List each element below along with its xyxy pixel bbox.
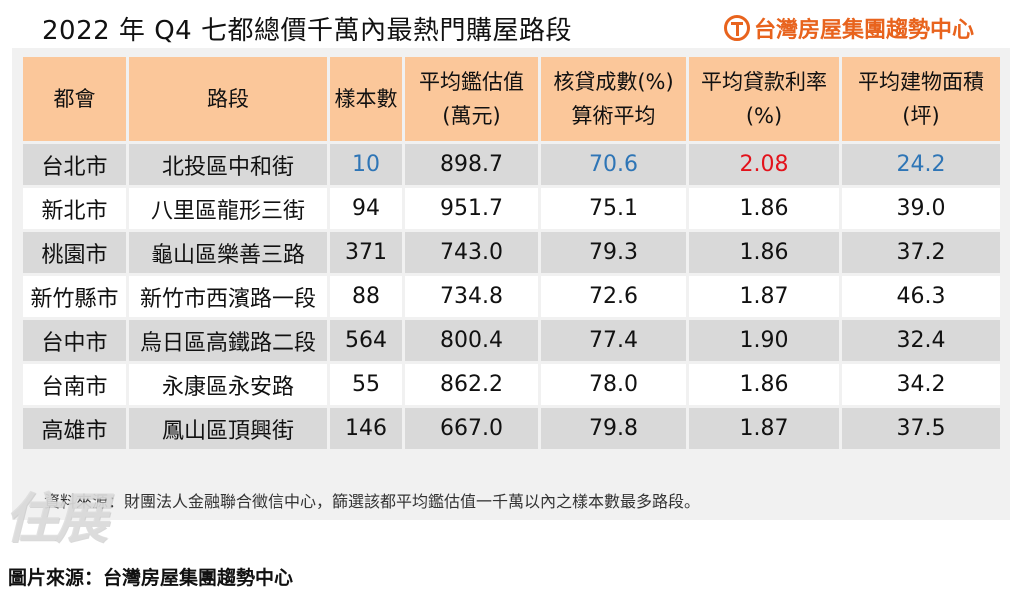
column-header-label: 平均鑑估值 <box>419 70 524 94</box>
column-header-sublabel: (坪) <box>902 104 940 128</box>
column-header-sublabel: 算術平均 <box>571 104 656 128</box>
cell-avg-appraisal: 951.7 <box>405 188 538 229</box>
cell-loan-rate: 2.08 <box>689 144 839 185</box>
cell-avg-appraisal: 743.0 <box>405 232 538 273</box>
data-table: 都會 路段 樣本數 平均鑑估值 (萬元) 核貸成數(%) 算術平均 平均貸款利率 (%) 平均建物… <box>20 54 1003 452</box>
column-header-label: 路段 <box>207 87 249 111</box>
cell-loan-rate: 1.86 <box>689 364 839 405</box>
cell-city: 台北市 <box>23 144 126 185</box>
column-header-sublabel: (%) <box>745 104 783 128</box>
table-row: 新竹縣市 新竹市西濱路一段 88 734.8 72.6 1.87 46.3 <box>23 276 1000 317</box>
cell-building-area: 37.5 <box>842 408 1000 449</box>
cell-loan-rate: 1.87 <box>689 276 839 317</box>
cell-sample-count: 88 <box>330 276 402 317</box>
cell-avg-appraisal: 862.2 <box>405 364 538 405</box>
cell-building-area: 32.4 <box>842 320 1000 361</box>
cell-road-section: 龜山區樂善三路 <box>129 232 327 273</box>
column-header-label: 平均貸款利率 <box>701 70 827 94</box>
cell-road-section: 八里區龍形三街 <box>129 188 327 229</box>
cell-loan-ratio: 70.6 <box>541 144 686 185</box>
watermark: 住展 <box>4 486 108 550</box>
cell-city: 新北市 <box>23 188 126 229</box>
cell-loan-ratio: 78.0 <box>541 364 686 405</box>
cell-loan-ratio: 79.8 <box>541 408 686 449</box>
column-header: 核貸成數(%) 算術平均 <box>541 57 686 141</box>
cell-avg-appraisal: 667.0 <box>405 408 538 449</box>
column-header-sublabel: (萬元) <box>442 104 501 128</box>
cell-loan-rate: 1.87 <box>689 408 839 449</box>
column-header-label: 都會 <box>53 87 96 111</box>
table-row: 高雄市 鳳山區頂興街 146 667.0 79.8 1.87 37.5 <box>23 408 1000 449</box>
table-header-row: 都會 路段 樣本數 平均鑑估值 (萬元) 核貸成數(%) 算術平均 平均貸款利率 (%) 平均建物… <box>23 57 1000 141</box>
cell-road-section: 永康區永安路 <box>129 364 327 405</box>
image-source: 圖片來源：台灣房屋集團趨勢中心 <box>8 567 294 589</box>
cell-city: 台中市 <box>23 320 126 361</box>
cell-building-area: 46.3 <box>842 276 1000 317</box>
cell-avg-appraisal: 734.8 <box>405 276 538 317</box>
cell-city: 台南市 <box>23 364 126 405</box>
cell-building-area: 34.2 <box>842 364 1000 405</box>
cell-loan-rate: 1.90 <box>689 320 839 361</box>
cell-loan-ratio: 77.4 <box>541 320 686 361</box>
cell-sample-count: 10 <box>330 144 402 185</box>
column-header-label: 核貸成數(%) <box>553 70 674 94</box>
table-body: 台北市 北投區中和街 10 898.7 70.6 2.08 24.2 新北市 八里區龍形三街 94… <box>23 144 1000 449</box>
cell-city: 桃園市 <box>23 232 126 273</box>
column-header: 平均貸款利率 (%) <box>689 57 839 141</box>
cell-avg-appraisal: 898.7 <box>405 144 538 185</box>
cell-building-area: 37.2 <box>842 232 1000 273</box>
cell-sample-count: 94 <box>330 188 402 229</box>
cell-city: 高雄市 <box>23 408 126 449</box>
cell-sample-count: 564 <box>330 320 402 361</box>
column-header-label: 平均建物面積 <box>858 70 984 94</box>
cell-avg-appraisal: 800.4 <box>405 320 538 361</box>
cell-city: 新竹縣市 <box>23 276 126 317</box>
table-row: 桃園市 龜山區樂善三路 371 743.0 79.3 1.86 37.2 <box>23 232 1000 273</box>
brand-logo: 台灣房屋集團趨勢中心 <box>723 12 974 44</box>
cell-building-area: 39.0 <box>842 188 1000 229</box>
cell-loan-rate: 1.86 <box>689 188 839 229</box>
cell-sample-count: 55 <box>330 364 402 405</box>
cell-road-section: 新竹市西濱路一段 <box>129 276 327 317</box>
column-header: 樣本數 <box>330 57 402 141</box>
brand-logo-icon <box>723 15 750 41</box>
column-header: 平均鑑估值 (萬元) <box>405 57 538 141</box>
cell-loan-ratio: 75.1 <box>541 188 686 229</box>
table-row: 台北市 北投區中和街 10 898.7 70.6 2.08 24.2 <box>23 144 1000 185</box>
cell-loan-rate: 1.86 <box>689 232 839 273</box>
cell-loan-ratio: 79.3 <box>541 232 686 273</box>
column-header: 路段 <box>129 57 327 141</box>
page-title: 2022 年 Q4 七都總價千萬內最熱門購屋路段 <box>42 16 572 46</box>
cell-road-section: 烏日區高鐵路二段 <box>129 320 327 361</box>
data-source-note: 資料來源：財團法人金融聯合徵信中心，篩選該都平均鑑估值一千萬以內之樣本數最多路段… <box>44 492 701 511</box>
cell-road-section: 北投區中和街 <box>129 144 327 185</box>
cell-road-section: 鳳山區頂興街 <box>129 408 327 449</box>
table-row: 新北市 八里區龍形三街 94 951.7 75.1 1.86 39.0 <box>23 188 1000 229</box>
column-header-label: 樣本數 <box>334 87 398 111</box>
cell-sample-count: 146 <box>330 408 402 449</box>
column-header: 都會 <box>23 57 126 141</box>
table-row: 台中市 烏日區高鐵路二段 564 800.4 77.4 1.90 32.4 <box>23 320 1000 361</box>
cell-building-area: 24.2 <box>842 144 1000 185</box>
column-header: 平均建物面積 (坪) <box>842 57 1000 141</box>
cell-loan-ratio: 72.6 <box>541 276 686 317</box>
cell-sample-count: 371 <box>330 232 402 273</box>
brand-name: 台灣房屋集團趨勢中心 <box>753 18 974 43</box>
table-row: 台南市 永康區永安路 55 862.2 78.0 1.86 34.2 <box>23 364 1000 405</box>
